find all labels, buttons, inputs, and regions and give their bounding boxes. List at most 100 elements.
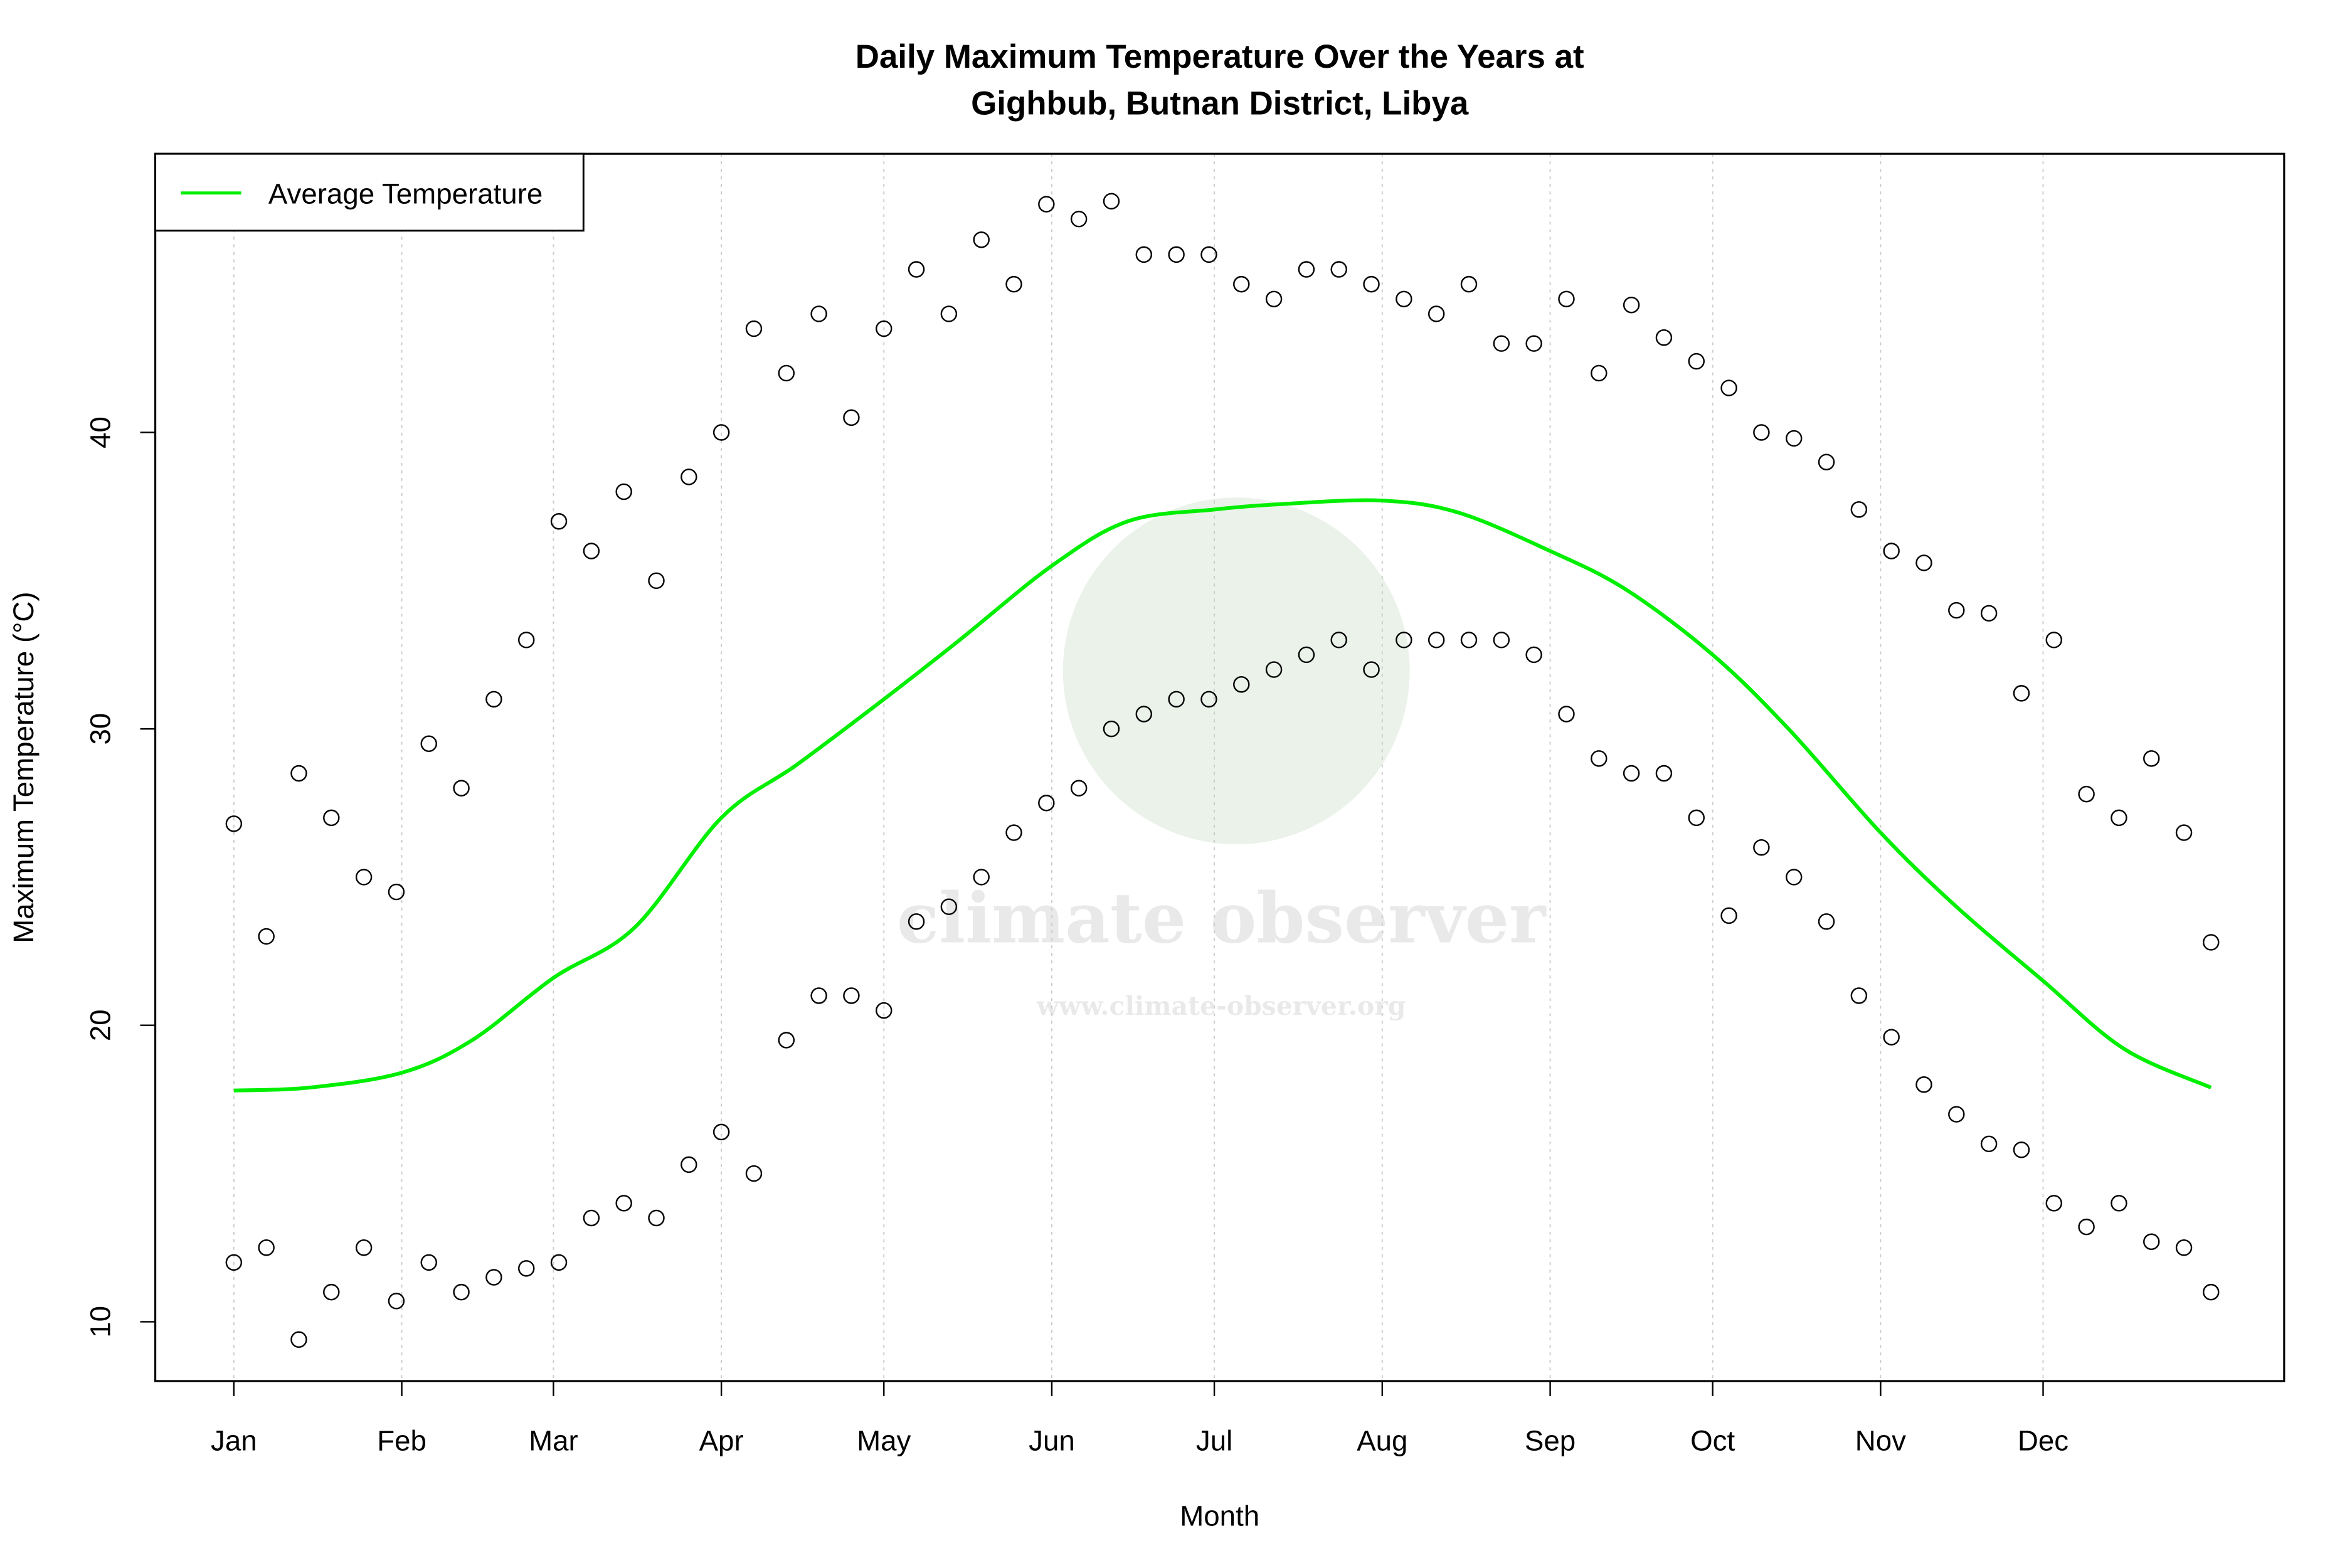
data-point <box>2078 1218 2095 1236</box>
data-point <box>2045 632 2062 649</box>
data-point <box>225 1254 243 1271</box>
data-point <box>778 364 795 382</box>
data-point <box>1493 335 1510 352</box>
data-point <box>1493 632 1510 649</box>
data-point <box>615 1195 632 1212</box>
x-tick-label: Jul <box>1196 1425 1232 1457</box>
data-point <box>517 632 535 649</box>
data-point <box>940 898 958 915</box>
data-point <box>583 1209 600 1227</box>
data-point <box>453 780 470 797</box>
data-point <box>810 305 827 322</box>
data-point <box>1038 795 1055 812</box>
data-point <box>1298 261 1315 278</box>
data-point <box>1850 501 1868 518</box>
data-point <box>1233 675 1250 693</box>
data-point <box>1135 706 1153 723</box>
data-point <box>1948 601 1965 619</box>
data-point <box>1948 1106 1965 1123</box>
data-point <box>1883 1029 1900 1046</box>
x-tick-label: Dec <box>2018 1425 2069 1457</box>
data-point <box>485 691 502 708</box>
data-point <box>355 1239 373 1256</box>
data-point <box>2078 785 2095 803</box>
data-point <box>1591 750 1608 767</box>
svg-text:www.climate-observer.org: www.climate-observer.org <box>1036 991 1406 1021</box>
x-tick-label: Jan <box>211 1425 257 1457</box>
data-point <box>843 409 860 426</box>
data-point <box>876 320 893 337</box>
x-tick-label: Mar <box>529 1425 578 1457</box>
data-point <box>1168 691 1185 708</box>
x-tick-label: Nov <box>1855 1425 1906 1457</box>
data-point <box>1200 246 1217 263</box>
data-point <box>1785 869 1803 886</box>
data-point <box>1525 646 1542 664</box>
data-point <box>745 320 763 337</box>
x-axis-label: Month <box>1180 1500 1259 1532</box>
data-point <box>323 1283 340 1301</box>
data-point <box>1623 297 1640 314</box>
data-point <box>1396 632 1412 649</box>
data-point <box>1883 543 1900 559</box>
data-point <box>2013 1142 2030 1158</box>
data-point <box>1330 632 1347 649</box>
data-point <box>712 424 730 441</box>
data-point <box>1818 453 1835 470</box>
average-temperature-line <box>233 498 2212 1093</box>
data-point <box>1688 809 1705 827</box>
data-point <box>908 913 925 930</box>
data-point <box>615 483 632 501</box>
data-point <box>876 1002 893 1019</box>
data-point <box>973 231 990 248</box>
data-point <box>1915 1076 1932 1093</box>
data-point <box>1688 352 1705 370</box>
chart-title-line1: Daily Maximum Temperature Over the Years… <box>856 38 1584 75</box>
data-point <box>648 1209 665 1227</box>
plot-frame <box>154 152 2286 1382</box>
data-point <box>1200 691 1217 708</box>
data-point <box>1915 554 1932 571</box>
chart-title-line2: Gighbub, Butnan District, Libya <box>971 85 1469 122</box>
data-point <box>2203 934 2220 951</box>
data-point <box>290 1331 307 1348</box>
data-point <box>420 735 437 752</box>
data-point <box>843 987 860 1004</box>
data-point <box>1265 661 1283 678</box>
data-point <box>1980 1135 1998 1153</box>
data-point <box>355 869 373 886</box>
data-point <box>1103 193 1120 210</box>
svg-text:climate observer: climate observer <box>897 877 1547 959</box>
data-point <box>1785 430 1803 447</box>
data-point <box>2111 1195 2127 1212</box>
data-point <box>1396 290 1412 308</box>
data-point <box>583 543 600 559</box>
data-point <box>973 869 990 886</box>
data-point <box>940 305 958 322</box>
data-point <box>258 928 275 945</box>
data-point <box>1655 765 1673 782</box>
legend: Average Temperature <box>154 152 585 232</box>
data-point <box>908 261 925 278</box>
data-point <box>745 1165 763 1182</box>
data-point <box>258 1239 275 1256</box>
data-point <box>1038 196 1055 213</box>
y-tick-label: 30 <box>84 713 116 745</box>
data-point <box>323 809 340 827</box>
x-tick-label: Oct <box>1690 1425 1735 1457</box>
data-point <box>517 1260 535 1277</box>
data-point <box>810 987 827 1004</box>
data-point <box>550 1254 568 1271</box>
data-point <box>1070 780 1088 797</box>
data-point <box>1135 246 1153 263</box>
data-point <box>778 1032 795 1049</box>
data-point <box>681 1156 697 1173</box>
data-point <box>1753 424 1770 441</box>
data-point <box>1591 364 1608 382</box>
data-point <box>1265 290 1283 308</box>
data-point <box>712 1123 730 1141</box>
data-point <box>648 572 665 590</box>
data-point <box>1980 605 1998 622</box>
y-tick-label: 20 <box>84 1009 116 1041</box>
